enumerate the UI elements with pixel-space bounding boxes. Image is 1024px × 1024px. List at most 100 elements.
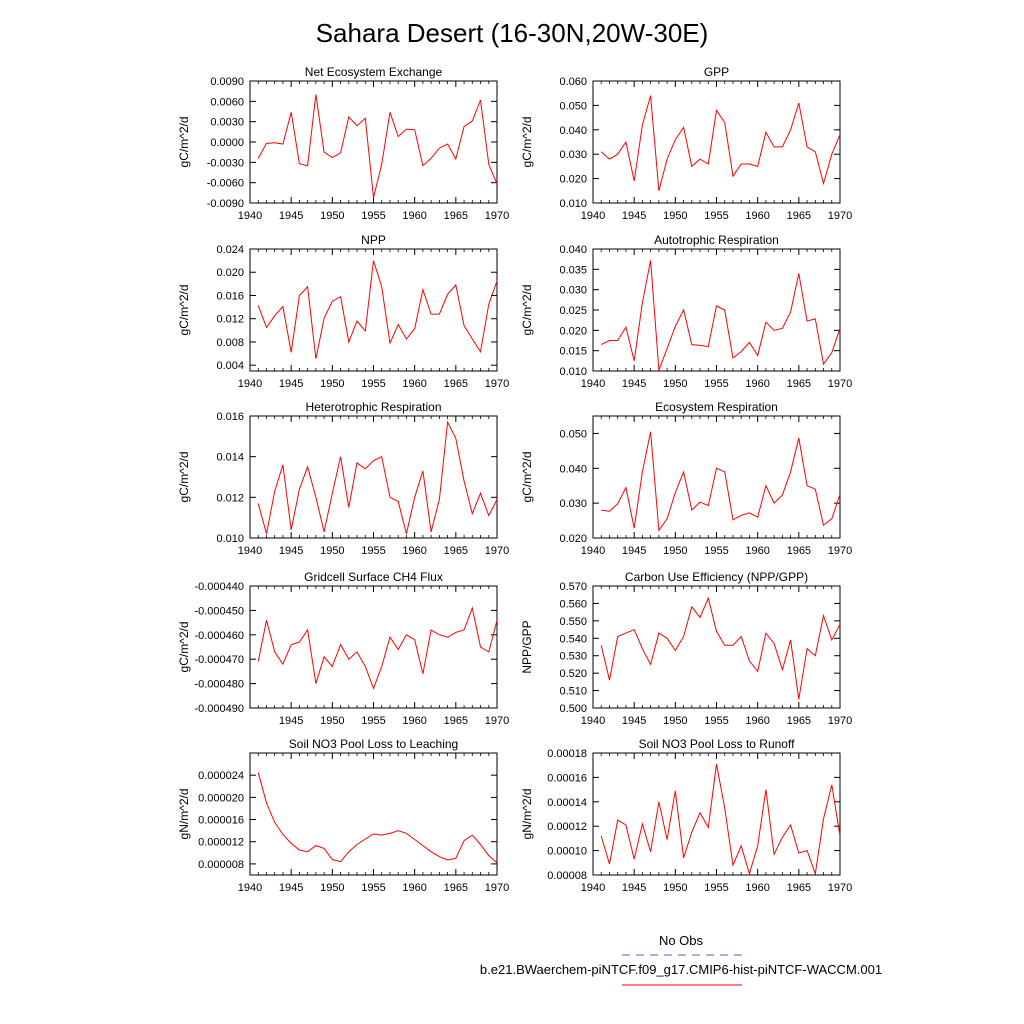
x-tick-label: 1950 <box>320 715 344 727</box>
x-tick-label: 1950 <box>663 378 687 390</box>
y-tick-label: 0.00010 <box>547 846 587 858</box>
x-tick-label: 1940 <box>581 378 605 390</box>
x-tick-label: 1960 <box>745 545 769 557</box>
y-tick-label: 0.030 <box>559 498 587 510</box>
x-tick-label: 1965 <box>787 545 811 557</box>
x-tick-label: 1965 <box>787 210 811 222</box>
chart-panel-4: Autotrophic Respiration 1940 1945 1950 1955 1… <box>520 233 852 390</box>
x-tick-label: 1965 <box>787 378 811 390</box>
x-tick-label: 1955 <box>704 378 728 390</box>
x-tick-label: 1965 <box>787 715 811 727</box>
panel-title: Soil NO3 Pool Loss to Leaching <box>289 737 458 751</box>
y-axis-label: gC/m^2/d <box>520 452 534 503</box>
y-tick-label: 0.530 <box>559 651 587 663</box>
y-axis-label: gC/m^2/d <box>520 285 534 336</box>
x-tick-label: 1960 <box>402 378 426 390</box>
y-tick-label: 0.560 <box>559 598 587 610</box>
y-tick-label: -0.000490 <box>194 703 244 715</box>
x-tick-label: 1955 <box>361 545 385 557</box>
y-tick-label: 0.020 <box>559 533 587 545</box>
y-tick-label: 0.040 <box>559 463 587 475</box>
panel-title: GPP <box>704 65 729 79</box>
y-tick-label: 0.0000 <box>210 137 244 149</box>
panel-title: Autotrophic Respiration <box>654 233 779 247</box>
x-tick-label: 1960 <box>402 210 426 222</box>
x-tick-label: 1945 <box>622 715 646 727</box>
panel-title: Heterotrophic Respiration <box>305 400 441 414</box>
y-tick-label: 0.024 <box>216 244 244 256</box>
y-tick-label: 0.035 <box>559 264 587 276</box>
plot-frame <box>249 248 498 372</box>
x-tick-label: 1960 <box>402 882 426 894</box>
y-axis-label: gN/m^2/d <box>520 789 534 840</box>
y-tick-label: 0.520 <box>559 668 587 680</box>
x-tick-label: 1940 <box>238 882 262 894</box>
y-tick-label: -0.000480 <box>194 679 244 691</box>
y-tick-label: 0.050 <box>559 428 587 440</box>
y-tick-label: 0.000008 <box>198 859 244 871</box>
series-line <box>600 596 841 700</box>
panel-title: Net Ecosystem Exchange <box>305 65 443 79</box>
y-tick-label: 0.0060 <box>210 96 244 108</box>
x-tick-label: 1940 <box>238 545 262 557</box>
plot-frame <box>592 80 841 204</box>
y-tick-label: 0.010 <box>559 198 587 210</box>
chart-panel-8: Carbon Use Efficiency (NPP/GPP) 1940 1945 1… <box>520 570 852 727</box>
y-tick-label: 0.000012 <box>198 837 244 849</box>
series-line <box>257 606 498 690</box>
series-line <box>257 420 498 535</box>
x-tick-label: 1965 <box>444 715 468 727</box>
y-tick-label: 0.550 <box>559 616 587 628</box>
x-tick-label: 1965 <box>444 882 468 894</box>
y-tick-label: -0.000460 <box>194 630 244 642</box>
y-tick-label: 0.000024 <box>198 770 244 782</box>
series-line <box>600 260 841 371</box>
x-tick-label: 1945 <box>279 378 303 390</box>
y-tick-label: 0.000016 <box>198 815 244 827</box>
y-tick-label: 0.030 <box>559 149 587 161</box>
x-tick-label: 1940 <box>581 545 605 557</box>
panel-grid: Net Ecosystem Exchange 1940 1945 1950 1955 19… <box>177 65 852 894</box>
plot-frame <box>592 248 841 372</box>
x-tick-label: 1955 <box>361 882 385 894</box>
y-tick-label: 0.00014 <box>547 797 587 809</box>
x-tick-label: 1950 <box>320 378 344 390</box>
y-tick-label: -0.000440 <box>194 581 244 593</box>
x-tick-label: 1950 <box>663 210 687 222</box>
series-line <box>600 95 841 191</box>
x-tick-label: 1945 <box>622 882 646 894</box>
x-tick-label: 1955 <box>361 210 385 222</box>
x-tick-label: 1955 <box>361 715 385 727</box>
x-tick-label: 1960 <box>745 210 769 222</box>
x-tick-label: 1940 <box>581 882 605 894</box>
y-tick-label: -0.0030 <box>207 157 244 169</box>
x-tick-label: 1965 <box>444 378 468 390</box>
chart-panel-1: Net Ecosystem Exchange 1940 1945 1950 1955 19… <box>177 65 509 222</box>
x-tick-label: 1970 <box>485 882 509 894</box>
figure-title: Sahara Desert (16-30N,20W-30E) <box>316 18 709 48</box>
y-tick-label: 0.050 <box>559 100 587 112</box>
legend-label-no-obs: No Obs <box>659 933 704 948</box>
panel-title: Soil NO3 Pool Loss to Runoff <box>639 737 796 751</box>
y-axis-label: gC/m^2/d <box>177 117 191 168</box>
y-tick-label: 0.014 <box>216 452 244 464</box>
y-tick-label: 0.016 <box>216 290 244 302</box>
panel-title: NPP <box>361 233 386 247</box>
y-tick-label: 0.016 <box>216 411 244 423</box>
x-tick-label: 1970 <box>828 882 852 894</box>
x-tick-label: 1970 <box>485 378 509 390</box>
chart-panel-7: Gridcell Surface CH4 Flux 1945 1950 1955 196… <box>177 570 509 727</box>
plot-frame <box>249 415 498 539</box>
legend: No Obs b.e21.BWaerchem-piNTCF.f09_g17.CM… <box>480 933 882 986</box>
x-tick-label: 1960 <box>745 378 769 390</box>
x-tick-label: 1945 <box>279 882 303 894</box>
y-tick-label: 0.020 <box>216 267 244 279</box>
y-tick-label: 0.030 <box>559 285 587 297</box>
y-axis-label: gC/m^2/d <box>177 622 191 673</box>
y-tick-label: 0.012 <box>216 492 244 504</box>
panel-title: Gridcell Surface CH4 Flux <box>304 570 443 584</box>
chart-panel-9: Soil NO3 Pool Loss to Leaching 1940 1945 19… <box>177 737 509 894</box>
y-tick-label: 0.025 <box>559 305 587 317</box>
x-tick-label: 1960 <box>745 882 769 894</box>
